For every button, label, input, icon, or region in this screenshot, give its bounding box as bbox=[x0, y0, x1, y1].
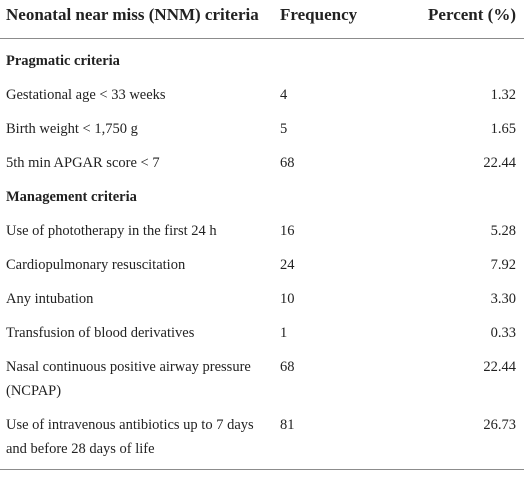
row-percent: 1.32 bbox=[490, 87, 516, 103]
row-label: Nasal continuous positive airway pressur… bbox=[6, 359, 251, 399]
table-row-intubation: Any intubation 10 3.30 bbox=[0, 282, 524, 316]
section-label: Management criteria bbox=[6, 189, 137, 205]
section-row-pragmatic: Pragmatic criteria bbox=[0, 39, 524, 79]
row-percent: 26.73 bbox=[400, 408, 524, 470]
table-row-antibiotics: Use of intravenous antibiotics up to 7 d… bbox=[0, 408, 524, 470]
section-percent-cell bbox=[400, 180, 524, 214]
row-label: 5th min APGAR score < 7 bbox=[6, 155, 160, 171]
row-label: Transfusion of blood derivatives bbox=[6, 325, 195, 341]
row-frequency: 68 bbox=[280, 155, 295, 171]
row-percent: 7.92 bbox=[490, 257, 516, 273]
nnm-criteria-table: Neonatal near miss (NNM) criteria Freque… bbox=[0, 0, 524, 470]
row-frequency: 68 bbox=[280, 359, 295, 375]
row-label: Cardiopulmonary resuscitation bbox=[6, 257, 186, 273]
table-row-apgar: 5th min APGAR score < 7 68 22.44 bbox=[0, 146, 524, 180]
header-row: Neonatal near miss (NNM) criteria Freque… bbox=[0, 0, 524, 39]
row-label: Gestational age < 33 weeks bbox=[6, 87, 166, 103]
section-row-management: Management criteria bbox=[0, 180, 524, 214]
row-percent: 5.28 bbox=[490, 223, 516, 239]
row-frequency: 10 bbox=[280, 291, 295, 307]
row-frequency: 16 bbox=[280, 223, 295, 239]
section-frequency-cell bbox=[268, 180, 400, 214]
table-row-cpr: Cardiopulmonary resuscitation 24 7.92 bbox=[0, 248, 524, 282]
row-label: Birth weight < 1,750 g bbox=[6, 121, 138, 137]
row-percent: 0.33 bbox=[490, 325, 516, 341]
table-row-transfusion: Transfusion of blood derivatives 1 0.33 bbox=[0, 316, 524, 350]
table-row-ncpap: Nasal continuous positive airway pressur… bbox=[0, 350, 524, 408]
header-criteria: Neonatal near miss (NNM) criteria bbox=[0, 0, 268, 39]
table-row-birth-weight: Birth weight < 1,750 g 5 1.65 bbox=[0, 112, 524, 146]
row-frequency: 24 bbox=[280, 257, 295, 273]
row-label: Use of intravenous antibiotics up to 7 d… bbox=[0, 408, 268, 470]
row-frequency: 4 bbox=[280, 87, 288, 103]
row-frequency: 1 bbox=[280, 325, 288, 341]
row-percent: 22.44 bbox=[483, 155, 516, 171]
row-percent: 1.65 bbox=[490, 121, 516, 137]
header-percent: Percent (%) bbox=[400, 0, 524, 39]
row-frequency: 81 bbox=[268, 408, 400, 470]
header-frequency: Frequency bbox=[268, 0, 400, 39]
row-label: Any intubation bbox=[6, 291, 94, 307]
table-row-gestational-age: Gestational age < 33 weeks 4 1.32 bbox=[0, 78, 524, 112]
row-label: Use of phototherapy in the first 24 h bbox=[6, 223, 217, 239]
table-body: Pragmatic criteria Gestational age < 33 … bbox=[0, 39, 524, 470]
row-percent: 22.44 bbox=[483, 359, 516, 375]
row-percent: 3.30 bbox=[490, 291, 516, 307]
section-label: Pragmatic criteria bbox=[6, 53, 120, 69]
section-percent-cell bbox=[400, 39, 524, 79]
section-frequency-cell bbox=[268, 39, 400, 79]
table-header: Neonatal near miss (NNM) criteria Freque… bbox=[0, 0, 524, 39]
row-frequency: 5 bbox=[280, 121, 288, 137]
table-row-phototherapy: Use of phototherapy in the first 24 h 16… bbox=[0, 214, 524, 248]
